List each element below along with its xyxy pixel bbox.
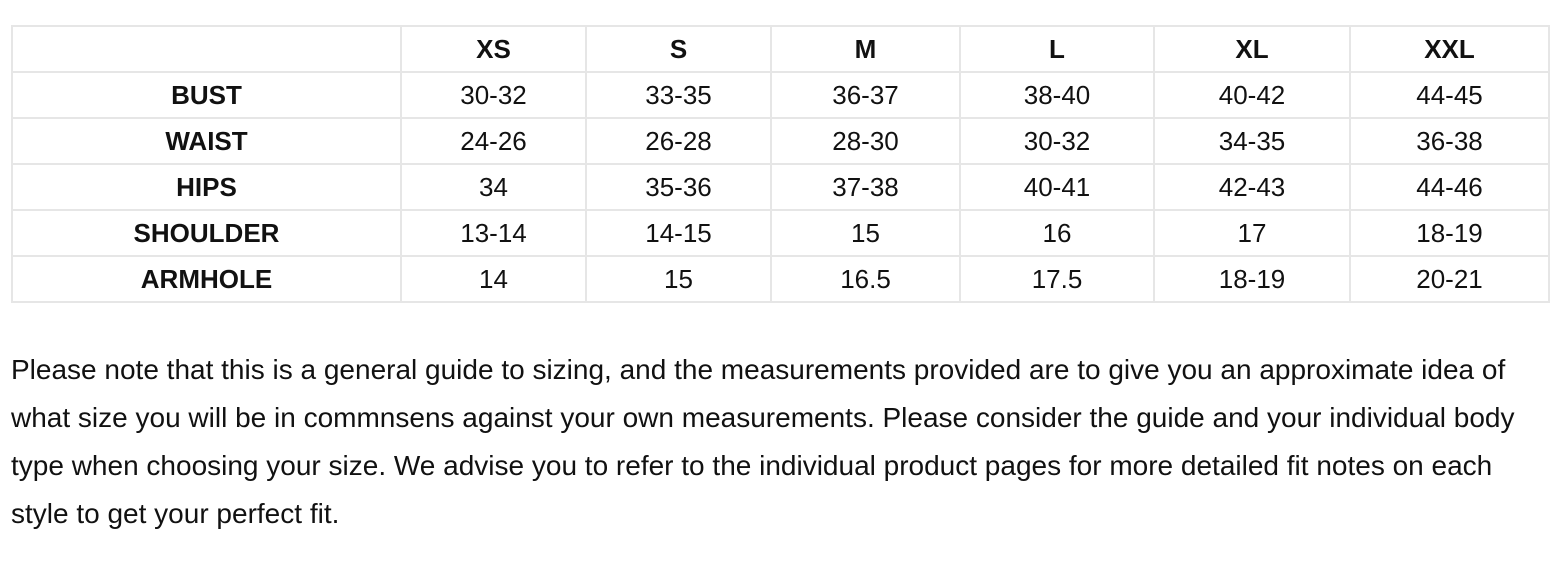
table-cell: 17 (1153, 209, 1351, 257)
table-cell: 36-37 (770, 71, 961, 119)
table-cell: 24-26 (400, 117, 587, 165)
header-cell: S (585, 25, 772, 73)
row-label: ARMHOLE (11, 255, 402, 303)
table-cell: 13-14 (400, 209, 587, 257)
table-cell: 34 (400, 163, 587, 211)
header-cell (11, 25, 402, 73)
table-cell: 30-32 (400, 71, 587, 119)
table-row: HIPS 34 35-36 37-38 40-41 42-43 44-46 (11, 163, 1550, 211)
table-cell: 40-41 (959, 163, 1155, 211)
header-cell: M (770, 25, 961, 73)
table-cell: 37-38 (770, 163, 961, 211)
table-row: WAIST 24-26 26-28 28-30 30-32 34-35 36-38 (11, 117, 1550, 165)
table-cell: 15 (770, 209, 961, 257)
table-cell: 18-19 (1349, 209, 1550, 257)
table-cell: 20-21 (1349, 255, 1550, 303)
table-cell: 30-32 (959, 117, 1155, 165)
row-label: WAIST (11, 117, 402, 165)
table-cell: 34-35 (1153, 117, 1351, 165)
table-row: SHOULDER 13-14 14-15 15 16 17 18-19 (11, 209, 1550, 257)
table-cell: 42-43 (1153, 163, 1351, 211)
table-cell: 44-46 (1349, 163, 1550, 211)
header-cell: L (959, 25, 1155, 73)
table-cell: 26-28 (585, 117, 772, 165)
table-cell: 14-15 (585, 209, 772, 257)
table-cell: 40-42 (1153, 71, 1351, 119)
table-row: ARMHOLE 14 15 16.5 17.5 18-19 20-21 (11, 255, 1550, 303)
row-label: BUST (11, 71, 402, 119)
table-cell: 16 (959, 209, 1155, 257)
table-cell: 17.5 (959, 255, 1155, 303)
table-cell: 15 (585, 255, 772, 303)
row-label: HIPS (11, 163, 402, 211)
row-label: SHOULDER (11, 209, 402, 257)
header-cell: XS (400, 25, 587, 73)
table-cell: 16.5 (770, 255, 961, 303)
table-cell: 14 (400, 255, 587, 303)
table-cell: 33-35 (585, 71, 772, 119)
size-chart-table: XS S M L XL XXL BUST 30-32 33-35 36-37 38-40… (11, 25, 1550, 303)
table-cell: 35-36 (585, 163, 772, 211)
table-row: BUST 30-32 33-35 36-37 38-40 40-42 44-45 (11, 71, 1550, 119)
table-cell: 38-40 (959, 71, 1155, 119)
table-cell: 18-19 (1153, 255, 1351, 303)
sizing-note: Please note that this is a general guide… (11, 354, 1515, 529)
table-cell: 36-38 (1349, 117, 1550, 165)
table-cell: 28-30 (770, 117, 961, 165)
header-cell: XL (1153, 25, 1351, 73)
header-row: XS S M L XL XXL (11, 25, 1550, 73)
header-cell: XXL (1349, 25, 1550, 73)
table-cell: 44-45 (1349, 71, 1550, 119)
